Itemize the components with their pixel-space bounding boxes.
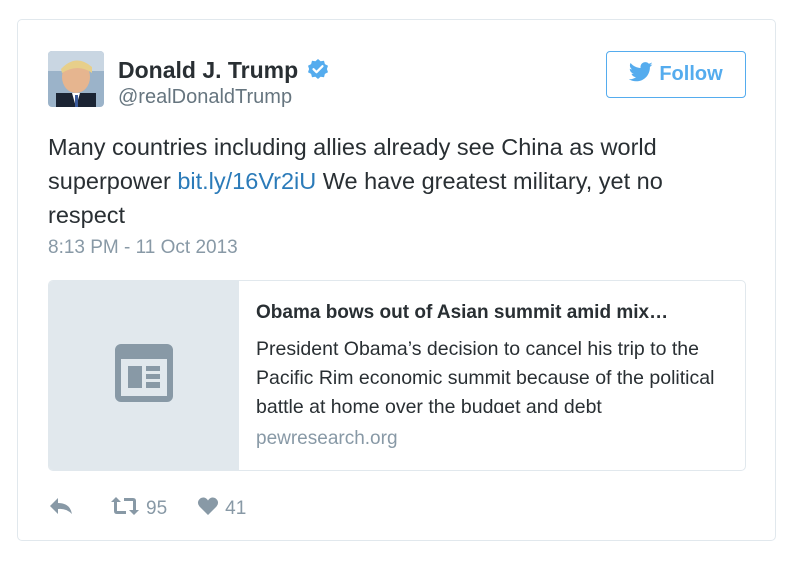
verified-badge-icon bbox=[306, 58, 330, 82]
retweet-icon bbox=[110, 495, 146, 523]
like-button[interactable]: 41 bbox=[197, 496, 246, 522]
author-name[interactable]: Donald J. Trump bbox=[118, 57, 299, 83]
card-domain: pewresearch.org bbox=[256, 428, 398, 449]
tweet-timestamp[interactable]: 8:13 PM - 11 Oct 2013 bbox=[48, 237, 238, 258]
tweet-text-part1: Many countries including allies already … bbox=[48, 134, 657, 194]
tweet-card: Donald J. Trump @realDonaldTrump Follow … bbox=[17, 19, 776, 541]
reply-icon bbox=[48, 496, 80, 522]
card-description: President Obama’s decision to cancel his… bbox=[256, 338, 715, 413]
like-count: 41 bbox=[225, 498, 247, 519]
follow-button-label: Follow bbox=[659, 63, 723, 85]
reply-button[interactable] bbox=[48, 496, 80, 522]
follow-button[interactable]: Follow bbox=[606, 51, 746, 98]
tweet-text: Many countries including allies already … bbox=[48, 130, 738, 232]
twitter-bird-icon bbox=[629, 61, 659, 88]
tweet-actions: 95 41 bbox=[48, 495, 276, 523]
tweet-link[interactable]: bit.ly/16Vr2iU bbox=[177, 168, 317, 194]
retweet-count: 95 bbox=[146, 498, 168, 519]
card-thumbnail bbox=[49, 281, 239, 470]
heart-icon bbox=[197, 496, 225, 522]
author-name-row: Donald J. Trump bbox=[118, 56, 330, 84]
article-icon bbox=[115, 344, 173, 407]
link-preview-card[interactable]: Obama bows out of Asian summit amid mix…… bbox=[48, 280, 746, 471]
author-handle[interactable]: @realDonaldTrump bbox=[118, 86, 293, 108]
avatar-image bbox=[48, 51, 104, 107]
card-title: Obama bows out of Asian summit amid mix… bbox=[256, 302, 669, 323]
retweet-button[interactable]: 95 bbox=[110, 495, 167, 523]
avatar[interactable] bbox=[48, 51, 104, 107]
tweet-text-part2: We have greatest military, yet no respec… bbox=[48, 168, 663, 228]
